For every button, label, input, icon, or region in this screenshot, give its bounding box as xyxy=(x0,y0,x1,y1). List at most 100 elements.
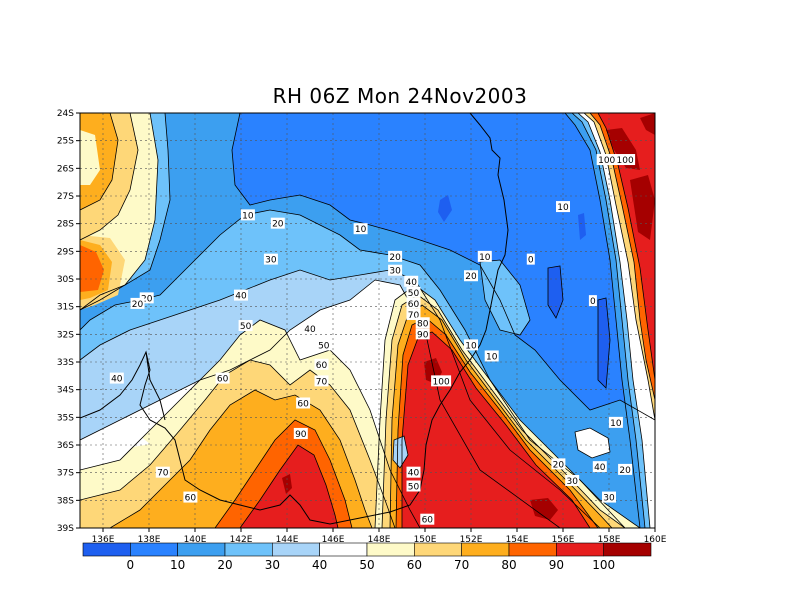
contour-label: 0 xyxy=(528,256,534,266)
plot-border xyxy=(79,112,656,529)
contour-line-i xyxy=(214,419,353,528)
contour-label: 30 xyxy=(389,267,401,277)
colorbar-swatch xyxy=(224,542,273,557)
contour-line-q xyxy=(571,113,646,528)
colorbar-label: 40 xyxy=(312,558,327,572)
contour-label: 60 xyxy=(316,361,328,371)
contour-line-d xyxy=(80,269,601,528)
colorbar-label: 80 xyxy=(501,558,516,572)
contour-label-bg xyxy=(406,297,421,309)
y-tick-label: 29S xyxy=(57,247,74,257)
contour-label: 90 xyxy=(417,330,429,340)
contour-label-bg xyxy=(420,513,435,525)
contour-label: 30 xyxy=(265,256,277,266)
x-axis-ticks: 136E 138E 140E 142E 144E 146E 148E 150E 152E 154E… xyxy=(92,528,667,545)
contour-label-bg xyxy=(618,463,633,475)
x-tick-label: 150E xyxy=(414,535,437,545)
contour-line-f xyxy=(80,319,421,528)
contour-label: 70 xyxy=(157,469,169,479)
y-tick-label: 31S xyxy=(57,303,74,313)
contour-label: 10 xyxy=(355,225,367,235)
y-tick-label: 33S xyxy=(57,358,74,368)
colorbar-swatch xyxy=(366,542,415,557)
contour-line-r xyxy=(577,113,651,528)
contour-label-bg xyxy=(404,275,419,287)
contour-label-bg xyxy=(406,308,421,320)
colorbar-swatch xyxy=(461,542,510,557)
contour-label: 20 xyxy=(389,253,401,263)
y-tick-label: 36S xyxy=(57,441,74,451)
contour-label: 10 xyxy=(486,352,498,362)
colorbar: 0 10 20 30 40 50 60 70 80 90 100 xyxy=(82,542,652,572)
contour-line-x xyxy=(80,113,119,211)
band-below-0-b xyxy=(598,298,610,388)
colorbar-swatch xyxy=(414,542,462,557)
contour-label-bg xyxy=(314,358,329,370)
y-tick-label: 27S xyxy=(57,192,74,202)
contour-label: 40 xyxy=(408,469,420,479)
colorbar-swatch xyxy=(508,542,557,557)
contour-line-g xyxy=(80,359,396,528)
contour-label: 0 xyxy=(590,297,596,307)
colorbar-swatch xyxy=(556,542,604,557)
contour-label: 40 xyxy=(111,375,123,385)
y-tick-label: 39S xyxy=(57,524,74,534)
x-tick-label: 158E xyxy=(598,535,621,545)
contour-label: 60 xyxy=(408,300,420,310)
contour-label: 70 xyxy=(408,311,420,321)
contour-label-bg xyxy=(263,253,278,265)
contour-label-bg xyxy=(431,375,452,387)
contour-label: 10 xyxy=(479,253,491,263)
contour-label: 20 xyxy=(141,294,153,304)
contour-label-bg xyxy=(406,480,421,492)
contour-label: 90 xyxy=(295,430,307,440)
contour-label: 30 xyxy=(603,494,615,504)
coastline-south xyxy=(80,350,421,525)
contour-label-bg xyxy=(353,223,368,235)
contour-label: 30 xyxy=(566,477,578,487)
colorbar-swatch xyxy=(130,542,178,557)
y-tick-label: 34S xyxy=(57,386,74,396)
contour-line-e xyxy=(80,279,561,528)
colorbar-swatch xyxy=(603,542,652,557)
colorbar-swatch xyxy=(319,542,368,557)
contour-line-p xyxy=(564,113,641,528)
y-tick-label: 37S xyxy=(57,469,74,479)
contour-label: 60 xyxy=(297,400,309,410)
contour-line-n xyxy=(395,317,599,528)
y-tick-label: 24S xyxy=(57,109,74,119)
contour-label-bg xyxy=(388,264,403,276)
coastline-spencer-gulf xyxy=(145,351,166,421)
contour-line-ab xyxy=(574,427,611,459)
contour-label-bg xyxy=(551,458,566,470)
contour-label-bg xyxy=(615,154,636,166)
x-tick-label: 152E xyxy=(460,535,483,545)
x-tick-label: 146E xyxy=(322,535,345,545)
contour-line-s xyxy=(583,113,655,421)
contour-label-bg xyxy=(215,372,230,384)
contour-label-bg xyxy=(565,474,580,486)
x-tick-label: 140E xyxy=(184,535,207,545)
contour-label: 50 xyxy=(240,322,252,332)
colorbar-label: 0 xyxy=(127,558,135,572)
contour-line-k xyxy=(374,284,641,528)
colorbar-label: 10 xyxy=(170,558,185,572)
colorbar-label: 90 xyxy=(549,558,564,572)
contour-label-bg xyxy=(234,289,248,301)
contour-label-bg xyxy=(592,461,607,473)
x-tick-label: 142E xyxy=(230,535,253,545)
y-tick-label: 32S xyxy=(57,330,74,340)
y-tick-label: 38S xyxy=(57,496,74,506)
contour-label-bg xyxy=(238,320,253,332)
colorbar-swatch xyxy=(177,542,226,557)
contour-label: 20 xyxy=(272,220,284,230)
coastline xyxy=(80,113,509,525)
contour-label-bg xyxy=(316,339,331,351)
contour-label-bg xyxy=(464,270,478,282)
contour-label: 40 xyxy=(594,463,606,473)
contour-label-bg xyxy=(415,317,430,329)
contour-label-bg xyxy=(109,372,124,384)
colorbar-label: 60 xyxy=(407,558,422,572)
